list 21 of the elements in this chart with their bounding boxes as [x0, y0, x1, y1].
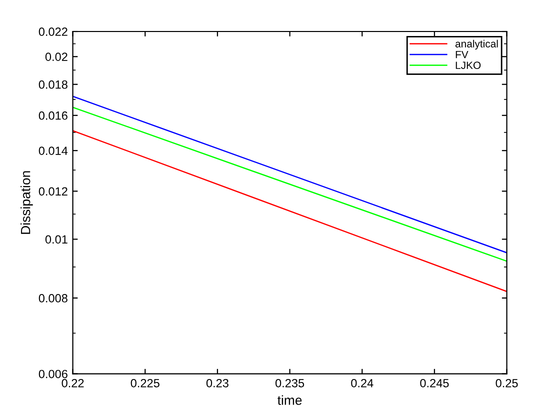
x-tick-label: 0.245 [420, 378, 449, 388]
y-tick-label: 0.008 [38, 294, 68, 302]
y-tick-label: 0.006 [38, 370, 68, 378]
x-tick-label: 0.25 [496, 378, 518, 388]
legend-label: LJKO [456, 62, 481, 69]
x-axis-title: time [278, 395, 302, 405]
y-tick-label: 0.014 [38, 146, 68, 155]
x-tick-label: 0.24 [351, 378, 374, 388]
x-tick-label: 0.22 [62, 378, 84, 388]
legend-label: analytical [455, 40, 498, 50]
legend-label: FV [456, 50, 468, 58]
y-tick-label: 0.022 [38, 28, 68, 36]
y-tick-label: 0.02 [45, 52, 68, 62]
y-axis-title: Dissipation [20, 171, 33, 234]
y-tick-label: 0.01 [45, 235, 68, 244]
y-tick-label: 0.018 [38, 80, 68, 89]
x-tick-label: 0.225 [130, 378, 160, 388]
x-tick-label: 0.23 [206, 378, 228, 388]
y-tick-label: 0.012 [38, 187, 68, 196]
y-tick-label: 0.016 [38, 111, 68, 120]
x-tick-label: 0.235 [275, 378, 304, 388]
